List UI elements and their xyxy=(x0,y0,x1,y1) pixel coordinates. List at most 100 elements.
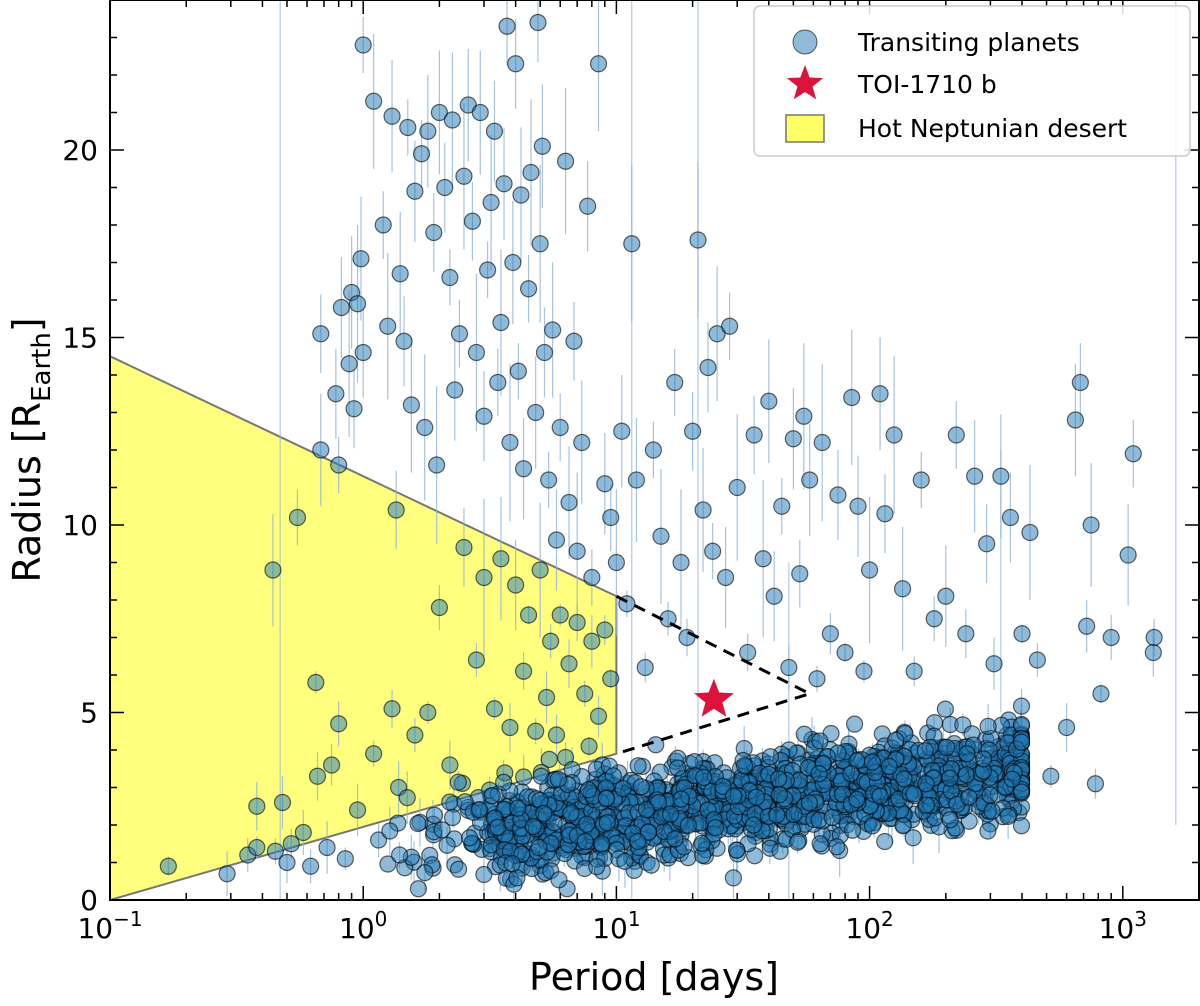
planet-point xyxy=(573,433,591,452)
legend-desert-swatch xyxy=(785,114,825,143)
planet-point xyxy=(531,235,549,253)
x-tick-label-exponent: 0 xyxy=(375,907,388,931)
planet-point xyxy=(668,759,687,777)
planet-point xyxy=(336,850,354,868)
planet-point xyxy=(642,856,660,874)
planet-point xyxy=(318,838,336,857)
planet-point xyxy=(739,643,757,662)
planet-point xyxy=(312,325,330,343)
planet-point xyxy=(679,816,697,834)
planet-point xyxy=(637,801,655,819)
planet-point xyxy=(1102,628,1120,647)
planet-point xyxy=(724,869,743,887)
planet-point xyxy=(436,178,454,197)
x-tick-label: 10−1 xyxy=(77,907,142,945)
planet-point xyxy=(533,137,551,155)
planet-point xyxy=(492,313,510,332)
planet-point xyxy=(322,756,341,774)
planet-point xyxy=(629,832,647,851)
planet-point xyxy=(379,317,397,335)
planet-point xyxy=(614,780,632,798)
planet-point xyxy=(789,833,807,851)
planet-point xyxy=(551,418,569,437)
planet-point xyxy=(307,673,325,692)
planet-point xyxy=(863,753,881,771)
planet-point xyxy=(365,745,383,763)
planet-point xyxy=(627,471,646,489)
planet-point xyxy=(829,744,847,762)
planet-point xyxy=(992,467,1010,485)
y-axis-title-sub: Earth xyxy=(27,332,57,402)
x-tick-label-exponent: 3 xyxy=(1134,907,1147,931)
planet-point xyxy=(842,765,860,783)
planet-point xyxy=(565,332,583,350)
planet-point xyxy=(332,298,350,317)
planet-point xyxy=(983,802,1001,820)
planet-point xyxy=(666,373,684,392)
planet-point xyxy=(768,806,786,824)
planet-point xyxy=(975,750,993,768)
legend-box xyxy=(753,5,1191,157)
planet-point xyxy=(428,456,446,474)
planet-point xyxy=(248,838,266,857)
planet-point xyxy=(463,212,482,230)
planet-point xyxy=(446,381,464,399)
planet-point xyxy=(409,814,427,833)
plot-area xyxy=(110,0,1177,900)
planet-point xyxy=(936,700,954,718)
planet-point xyxy=(843,821,862,839)
y-axis-ticks: 0 5 10 15 20 xyxy=(62,0,1199,917)
planet-point xyxy=(509,799,527,817)
planet-point xyxy=(1012,817,1031,835)
planet-point xyxy=(704,542,722,560)
planet-point xyxy=(845,715,864,733)
legend-label-desert: Hot Neptunian desert xyxy=(858,114,1127,143)
planet-point xyxy=(330,456,348,474)
planet-point xyxy=(636,658,654,677)
planet-point xyxy=(848,790,866,809)
planet-point xyxy=(583,632,601,650)
planet-point xyxy=(894,817,912,835)
planet-point xyxy=(535,343,554,362)
planet-point xyxy=(529,13,547,32)
legend: Transiting planets TOI-1710 b Hot Neptun… xyxy=(753,5,1191,157)
planet-point xyxy=(508,869,526,887)
planet-point xyxy=(801,471,819,489)
x-tick-label-exponent: 1 xyxy=(628,907,641,931)
planet-point xyxy=(455,167,473,185)
planet-point xyxy=(519,280,538,298)
desert-boundary-dashed xyxy=(615,594,814,756)
y-tick-label: 5 xyxy=(80,697,98,730)
planet-point xyxy=(661,805,680,823)
planet-point xyxy=(383,107,401,125)
planet-point xyxy=(530,838,548,857)
planet-point xyxy=(471,801,489,819)
x-tick-label-base: 10 xyxy=(592,912,628,945)
planet-point xyxy=(1042,767,1060,785)
planet-point xyxy=(308,767,327,785)
planet-point xyxy=(398,789,416,807)
planet-point xyxy=(312,441,330,459)
planet-point xyxy=(985,655,1003,673)
planet-point xyxy=(467,651,486,669)
planet-point xyxy=(412,145,431,163)
planet-point xyxy=(544,321,562,339)
planet-point xyxy=(735,757,754,775)
toi-1710b-star-marker[interactable] xyxy=(694,678,734,717)
planet-point xyxy=(917,796,935,814)
x-tick-label: 102 xyxy=(845,907,893,945)
planet-point xyxy=(483,787,501,805)
planet-point xyxy=(895,770,913,788)
planet-point xyxy=(1001,508,1020,527)
planet-point xyxy=(489,373,507,392)
planet-point xyxy=(593,835,611,853)
planet-point xyxy=(302,857,320,875)
planet-point xyxy=(810,765,828,783)
planet-point xyxy=(979,717,997,735)
x-tick-label: 100 xyxy=(339,907,387,945)
planet-point xyxy=(808,670,826,688)
planet-point xyxy=(1071,373,1089,392)
planet-point xyxy=(495,773,513,791)
planet-point xyxy=(979,822,997,840)
planet-point xyxy=(829,486,847,504)
